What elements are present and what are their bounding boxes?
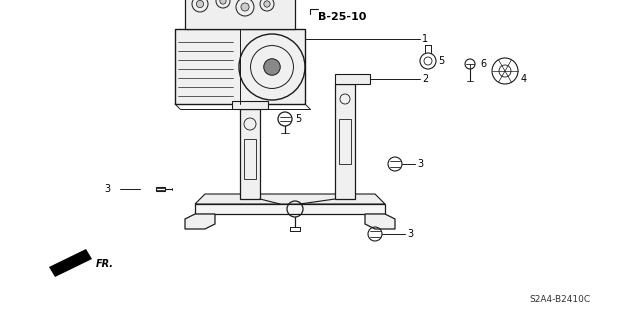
- Polygon shape: [335, 84, 355, 199]
- Polygon shape: [195, 194, 385, 204]
- Polygon shape: [335, 74, 370, 84]
- Text: FR.: FR.: [96, 259, 114, 269]
- Text: 5: 5: [295, 114, 301, 124]
- Text: 2: 2: [422, 74, 428, 84]
- Text: 6: 6: [480, 59, 486, 69]
- Bar: [156, 187, 164, 191]
- Polygon shape: [175, 29, 305, 104]
- Polygon shape: [232, 101, 268, 109]
- Polygon shape: [185, 0, 295, 29]
- Text: 3: 3: [417, 159, 423, 169]
- Text: 4: 4: [521, 74, 527, 84]
- Circle shape: [264, 59, 280, 75]
- Text: 3: 3: [104, 184, 110, 194]
- Text: 3: 3: [407, 229, 413, 239]
- Text: 1: 1: [422, 34, 428, 44]
- Polygon shape: [240, 109, 260, 199]
- Circle shape: [196, 0, 204, 8]
- Circle shape: [264, 1, 270, 7]
- Text: 5: 5: [438, 56, 444, 66]
- Circle shape: [220, 0, 226, 4]
- Text: S2A4-B2410C: S2A4-B2410C: [529, 294, 591, 303]
- Text: B-25-10: B-25-10: [318, 12, 366, 22]
- Polygon shape: [185, 214, 215, 229]
- Polygon shape: [365, 214, 395, 229]
- Circle shape: [241, 3, 249, 11]
- Bar: [339, 119, 351, 164]
- Bar: [244, 139, 256, 179]
- Polygon shape: [49, 249, 92, 277]
- Polygon shape: [195, 204, 385, 214]
